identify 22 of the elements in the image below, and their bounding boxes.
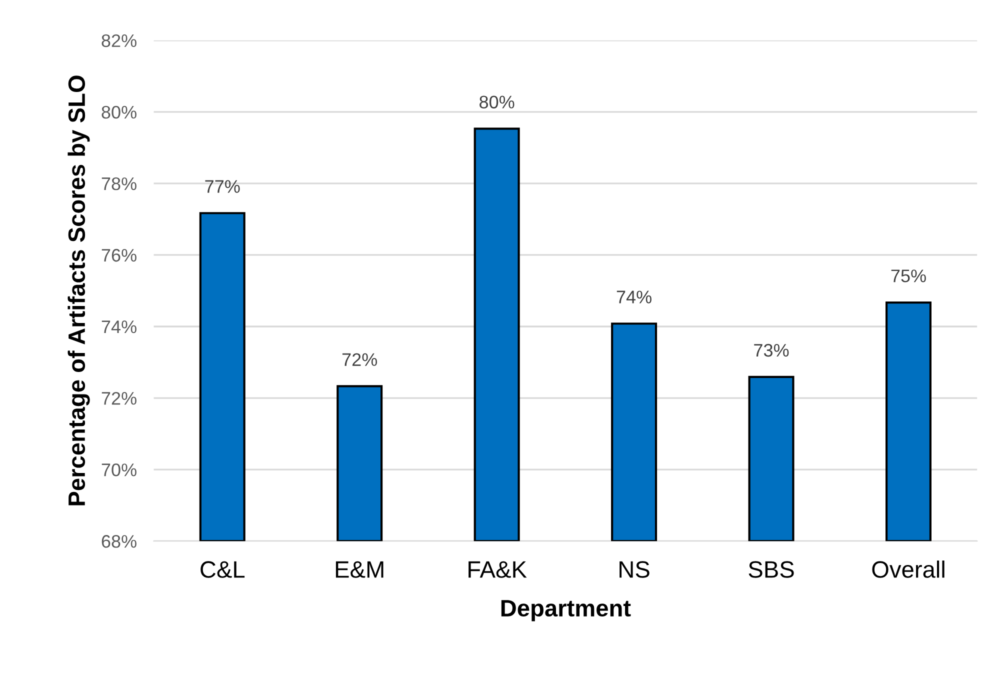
- y-tick-label: 80%: [102, 106, 136, 119]
- y-tick-label: 76%: [102, 248, 136, 262]
- y-tick-label: 74%: [102, 320, 136, 334]
- data-label: 75%: [891, 270, 926, 282]
- y-tick-label: 78%: [102, 177, 136, 190]
- x-tick-label: FA&K: [468, 561, 527, 578]
- data-label: 74%: [616, 290, 652, 304]
- y-tick-label: 82%: [102, 34, 136, 48]
- y-tick-label: 70%: [102, 463, 136, 476]
- x-tick-label: SBS: [748, 561, 794, 578]
- y-axis-title: Percentage of Artifacts Scores by SLO: [68, 76, 90, 506]
- y-tick-label: 68%: [102, 535, 136, 548]
- x-tick-label: NS: [620, 561, 650, 578]
- data-label: 72%: [342, 353, 378, 366]
- x-tick-label: Overall: [872, 560, 944, 578]
- x-axis-title: Department: [501, 600, 631, 622]
- data-label: 80%: [480, 96, 514, 108]
- y-tick-label: 72%: [102, 392, 136, 405]
- x-tick-label: E&M: [336, 561, 384, 578]
- data-label: 73%: [754, 344, 789, 357]
- data-label: 77%: [205, 180, 240, 193]
- x-tick-label: C&L: [200, 561, 245, 578]
